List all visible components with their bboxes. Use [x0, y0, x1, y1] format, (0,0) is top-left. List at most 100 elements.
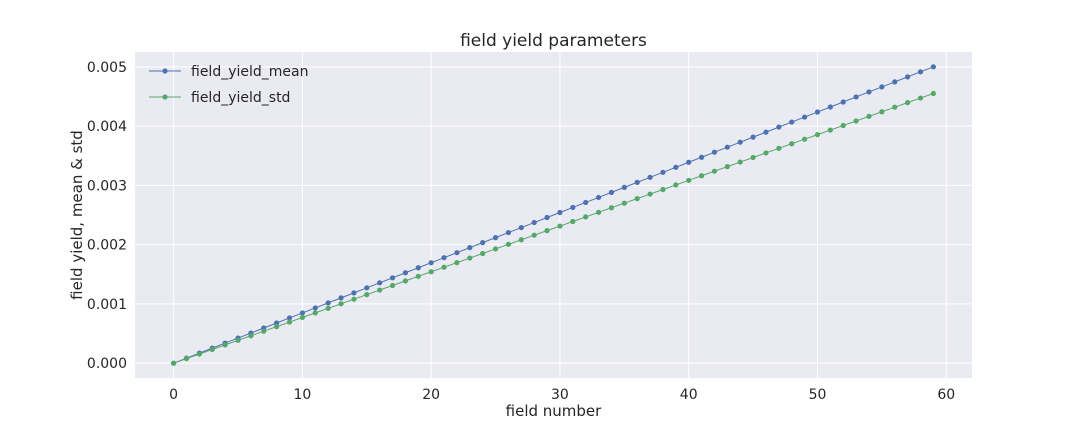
data-point — [737, 159, 743, 165]
data-point — [840, 99, 846, 105]
data-point — [827, 104, 833, 110]
data-point — [698, 173, 705, 179]
x-tick-label: 40 — [680, 387, 698, 403]
data-point — [441, 255, 447, 261]
data-point — [673, 164, 679, 170]
y-tick-label: 0.004 — [87, 119, 127, 135]
data-point — [377, 280, 383, 286]
data-point — [364, 285, 370, 291]
data-point — [480, 250, 486, 257]
legend-entry: field_yield_std — [149, 90, 290, 106]
data-point — [866, 89, 872, 95]
data-point — [853, 94, 859, 100]
data-point — [299, 310, 305, 316]
y-axis-label: field yield, mean & std — [68, 130, 86, 300]
data-point — [518, 224, 524, 231]
data-point — [930, 64, 936, 70]
x-axis-label: field number — [506, 402, 603, 420]
data-point — [531, 219, 537, 226]
data-point — [608, 189, 615, 195]
data-point — [312, 310, 318, 316]
data-point — [467, 255, 473, 261]
y-tick-label: 0.005 — [87, 60, 127, 76]
y-tick-label: 0.003 — [87, 178, 127, 194]
data-point — [183, 356, 190, 362]
data-point — [814, 132, 821, 138]
data-point — [415, 273, 421, 279]
data-point — [544, 228, 550, 234]
data-point — [338, 301, 344, 307]
data-point — [789, 141, 795, 147]
data-point — [686, 177, 692, 183]
data-point — [570, 218, 576, 225]
data-point — [196, 351, 202, 357]
x-tick-label: 20 — [422, 387, 440, 403]
x-tick-label: 10 — [293, 387, 311, 403]
data-point — [724, 164, 730, 170]
data-point — [647, 191, 653, 197]
data-point — [274, 320, 280, 326]
data-point — [879, 84, 885, 90]
legend-label: field_yield_mean — [191, 64, 308, 80]
y-ticks: 0.000 0.001 0.002 0.003 0.004 0.005 — [87, 60, 127, 372]
data-point — [608, 205, 615, 211]
data-point — [879, 109, 885, 115]
data-point — [428, 260, 434, 266]
data-point — [789, 119, 795, 125]
data-point — [660, 169, 666, 175]
data-point — [930, 90, 936, 97]
data-point — [299, 314, 305, 321]
series-field_yield_mean — [171, 64, 936, 366]
data-point — [892, 79, 898, 85]
data-point — [248, 333, 254, 339]
data-point — [312, 305, 318, 311]
data-point — [737, 139, 743, 145]
legend-label: field_yield_std — [191, 90, 290, 106]
series-layer — [171, 64, 936, 366]
data-point — [892, 104, 898, 110]
data-point — [724, 144, 730, 150]
data-point — [531, 232, 537, 238]
grid — [135, 52, 972, 378]
x-tick-label: 0 — [169, 387, 178, 403]
data-point — [583, 199, 589, 206]
data-point — [364, 292, 370, 298]
data-point — [518, 237, 524, 243]
x-tick-label: 60 — [937, 387, 955, 403]
data-point — [802, 114, 808, 120]
chart-title: field yield parameters — [460, 31, 647, 51]
data-point — [686, 159, 692, 165]
data-point — [389, 282, 396, 289]
data-point — [840, 122, 846, 129]
y-tick-label: 0.001 — [87, 297, 127, 313]
data-point — [428, 269, 434, 275]
data-point — [402, 270, 409, 276]
data-point — [402, 278, 409, 284]
data-point — [711, 168, 718, 174]
data-point — [621, 184, 627, 190]
data-point — [377, 287, 383, 293]
data-point — [698, 154, 705, 160]
data-point — [711, 149, 718, 155]
y-tick-label: 0.000 — [87, 356, 127, 372]
legend: field_yield_mean field_yield_std — [149, 64, 308, 106]
data-point — [454, 260, 460, 266]
series-field_yield_std — [171, 90, 936, 366]
data-point — [171, 360, 177, 366]
x-tick-label: 30 — [551, 387, 569, 403]
data-point — [917, 69, 924, 75]
data-point — [660, 186, 666, 193]
data-point — [776, 124, 782, 130]
data-point — [827, 127, 833, 133]
data-point — [673, 182, 679, 188]
data-point — [480, 240, 486, 246]
data-point — [905, 100, 911, 106]
y-tick-label: 0.002 — [87, 238, 127, 254]
data-point — [325, 300, 331, 306]
data-point — [286, 319, 293, 325]
data-point — [750, 154, 756, 161]
data-point — [351, 290, 357, 296]
data-point — [814, 109, 821, 115]
data-point — [454, 250, 460, 256]
